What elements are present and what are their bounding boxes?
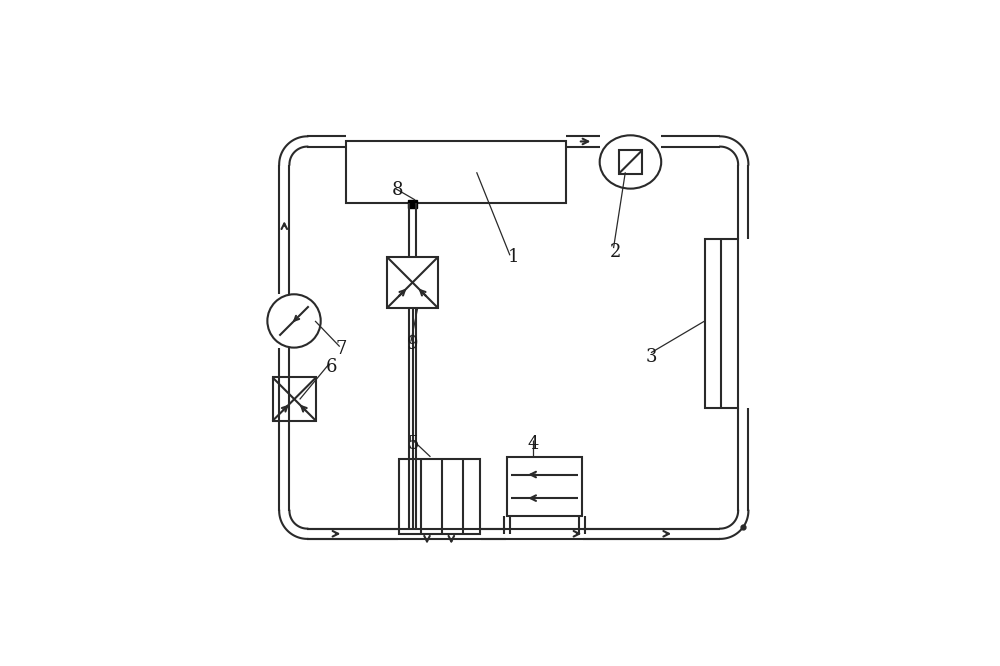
- Bar: [507, 457, 582, 515]
- Bar: [273, 378, 316, 421]
- Bar: [346, 141, 566, 203]
- Text: 6: 6: [325, 358, 337, 376]
- Text: 1: 1: [507, 248, 519, 266]
- Polygon shape: [408, 200, 417, 208]
- Text: 4: 4: [528, 435, 539, 453]
- Text: 8: 8: [392, 181, 403, 199]
- Text: 5: 5: [407, 435, 419, 453]
- Text: 2: 2: [610, 242, 621, 260]
- Bar: [387, 257, 438, 308]
- Text: 3: 3: [646, 348, 657, 366]
- Bar: [399, 460, 480, 533]
- Bar: [705, 239, 738, 408]
- Text: 9: 9: [407, 335, 419, 353]
- Text: 7: 7: [336, 340, 347, 358]
- Bar: [619, 150, 642, 174]
